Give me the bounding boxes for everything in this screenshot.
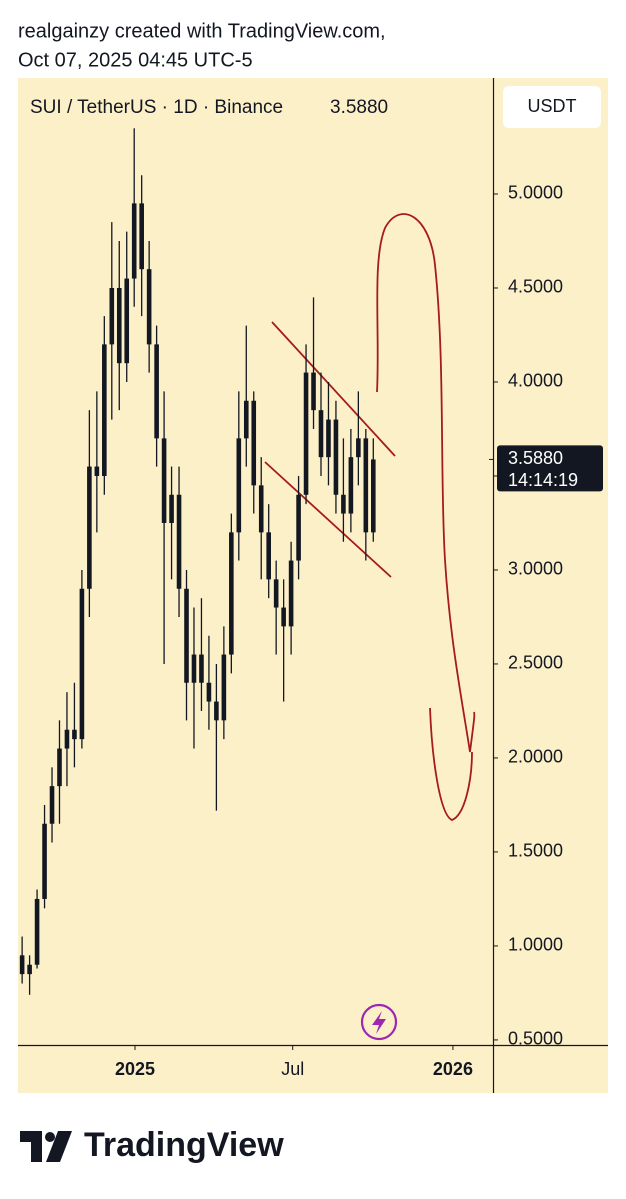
candle-body [94,466,100,476]
countdown-label: 14:14:19 [508,470,578,490]
candle-body [199,654,204,683]
candle-body [72,729,77,740]
x-tick-label: Jul [281,1059,304,1079]
candle-body [341,494,346,514]
logo-mark-t [20,1131,42,1162]
y-tick-label: 3.0000 [508,559,563,579]
candle-body [64,729,70,749]
y-tick-label: 0.5000 [508,1029,563,1049]
y-tick-label: 4.0000 [508,371,563,391]
candle-body [131,203,137,279]
candle-body [251,400,257,486]
candle-body [303,372,309,495]
brand: TradingView [84,1126,284,1164]
candle-body [281,607,286,627]
candle-body [214,701,219,721]
candle-body [34,898,40,965]
candle-body [169,494,174,523]
candle-body [176,494,182,589]
candle-body [236,438,242,533]
chart-title: SUI / TetherUS · 1D · Binance [30,97,283,118]
tradingview-logo: TradingView [20,1126,284,1164]
candle-body [363,438,369,533]
candle-body [333,419,339,495]
candle-body [206,682,212,702]
candle-body [370,459,376,533]
logo-mark-v [46,1131,72,1162]
candle-body [348,457,354,514]
lightning-icon[interactable] [360,1003,398,1041]
candle-body [356,438,361,458]
candle-body [266,532,271,580]
candle-body [288,560,294,627]
projection-arrow-head [429,707,473,821]
candle-body [139,203,144,270]
drawings [264,213,476,821]
candle-body [229,532,234,655]
candle-body [49,786,55,824]
x-tick-label: 2026 [433,1059,473,1079]
y-tick-label: 5.0000 [508,183,563,203]
icon-ring[interactable] [360,1003,398,1041]
logo-mark-dot [45,1132,55,1142]
channel-upper [271,321,396,457]
candle-body [42,823,47,899]
x-tick-label: 2025 [115,1059,155,1079]
y-tick-label: 2.0000 [508,747,563,767]
candle-body [102,344,107,476]
candle-body [326,419,331,458]
candle-body [146,269,152,345]
icon-bolt[interactable] [372,1011,386,1034]
channel-lower [264,461,392,578]
y-tick-label: 1.5000 [508,841,563,861]
y-tick-label: 2.5000 [508,653,563,673]
chart-background [18,78,608,1093]
candle-body [311,372,316,411]
candle-body [191,654,197,683]
candle-body [79,588,85,740]
candle-body [19,955,25,975]
y-tick-label: 4.5000 [508,277,563,297]
candle-body [258,485,264,533]
y-tick-label: 1.0000 [508,935,563,955]
candle-body [87,466,92,589]
candle-body [184,588,189,683]
candle-body [161,438,167,523]
candle-body [116,287,122,364]
candle-body [221,654,227,721]
candle-body [27,964,32,975]
last-price-box [497,445,603,492]
candle-body [124,278,130,364]
candle-body [57,748,62,787]
candle-body [243,400,249,439]
candle-body [154,344,159,439]
candle-body [109,287,115,345]
header-date: Oct 07, 2025 04:45 UTC-5 [18,49,253,71]
title-price: 3.5880 [330,97,388,118]
candle-body [318,410,324,458]
last-price-label: 3.5880 [508,448,563,468]
header-author: realgainzy created with TradingView.com, [18,20,386,42]
projection-arrow [376,213,476,753]
currency-box[interactable] [503,86,601,128]
candle-body [296,494,301,561]
currency-label[interactable]: USDT [528,96,577,116]
candle-body [273,579,279,608]
